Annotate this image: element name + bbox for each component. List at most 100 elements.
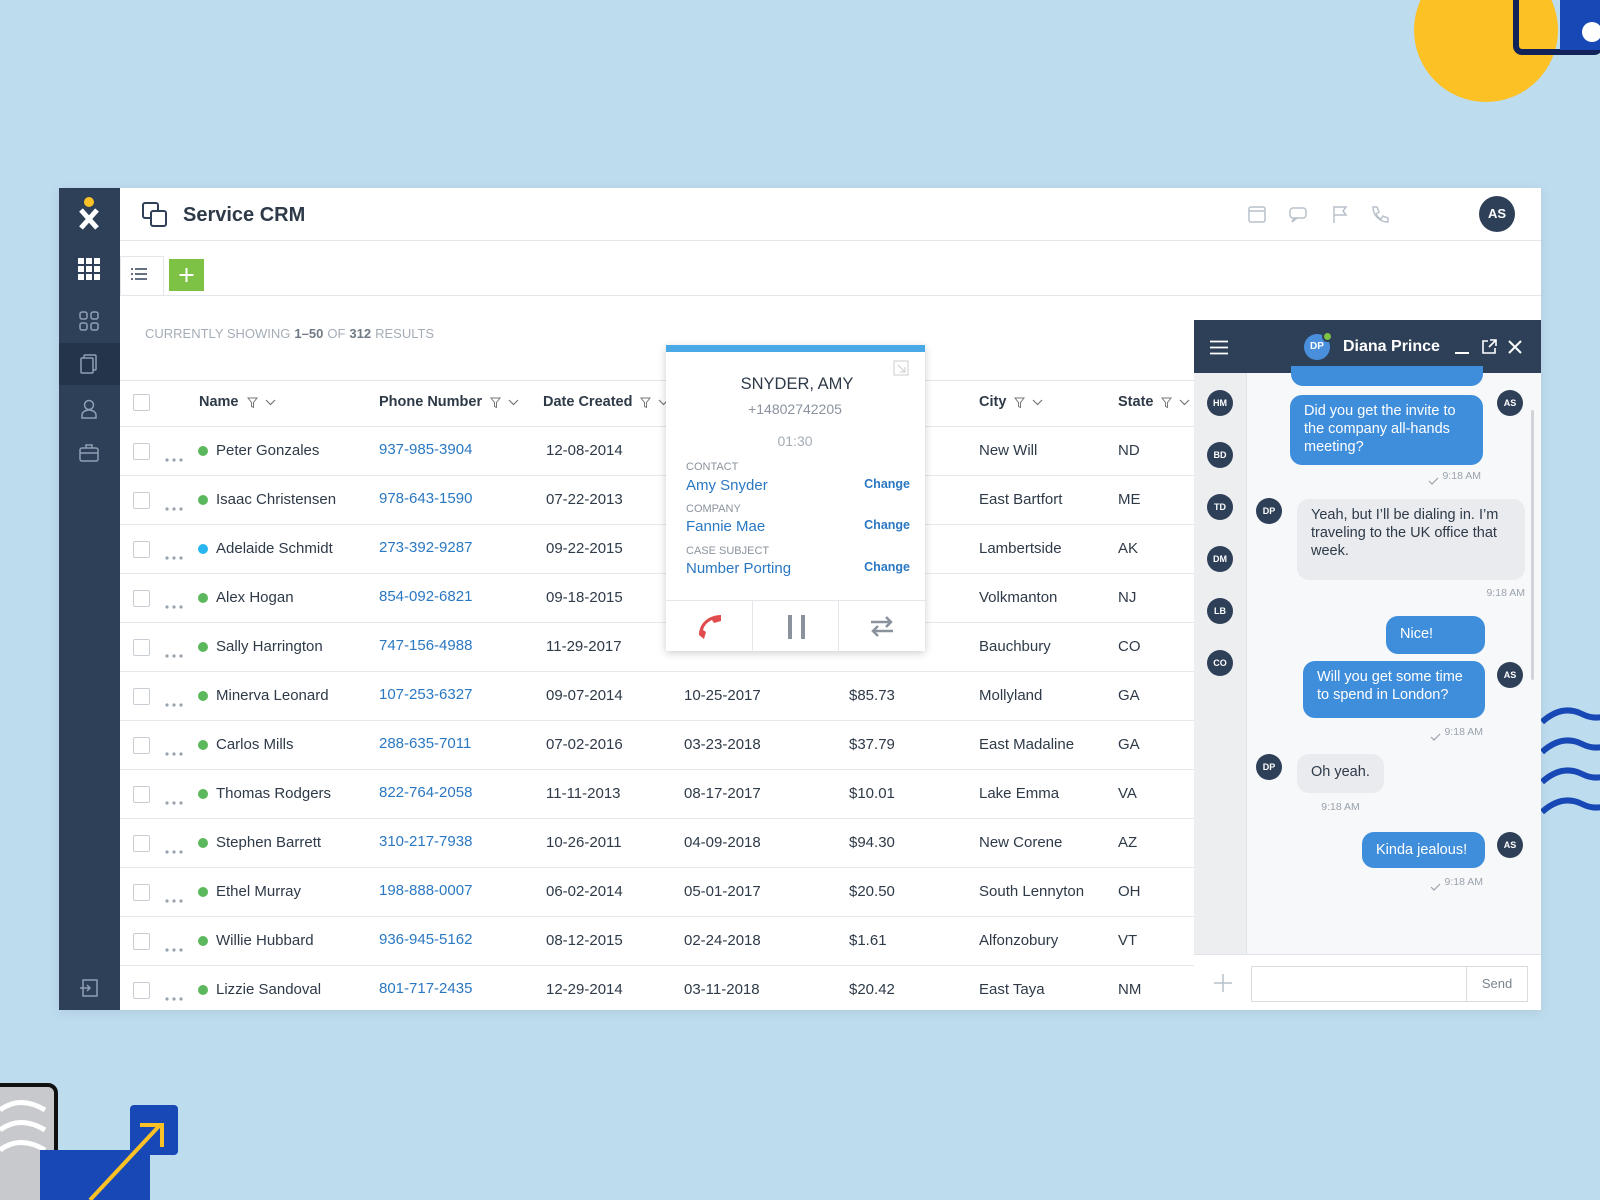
icon-shape [131,268,147,280]
header-icon[interactable] [1247,204,1267,224]
row-divider [120,720,1194,721]
chat-minimize[interactable] [1455,342,1469,354]
chat-avatar[interactable]: HM [1207,390,1233,416]
chat-menu[interactable] [1210,340,1228,355]
hangup-button[interactable] [696,613,724,639]
row-checkbox[interactable] [133,688,150,705]
sidebar-icon[interactable] [79,311,99,331]
chat-input[interactable] [1251,966,1467,1002]
column-filter[interactable] [1161,396,1191,409]
column-header[interactable]: State [1118,394,1154,410]
cell-phone[interactable]: 978-643-1590 [379,490,473,507]
chat-close[interactable] [1508,340,1522,354]
cell-phone[interactable]: 273-392-9287 [379,539,473,556]
icon-shape [84,197,94,207]
row-menu[interactable] [165,743,183,756]
apps-icon[interactable] [78,258,100,280]
sidebar-icon[interactable] [79,354,99,374]
header-icon[interactable] [1288,204,1308,224]
column-filter[interactable] [1014,396,1044,409]
call-field-value[interactable]: Fannie Mae [686,518,766,535]
chat-avatar[interactable]: TD [1207,494,1233,520]
call-field-value[interactable]: Amy Snyder [686,477,768,494]
row-checkbox[interactable] [133,786,150,803]
cell-phone[interactable]: 288-635-7011 [379,735,472,752]
icon-shape [640,397,652,409]
chat-avatar[interactable]: CO [1207,650,1233,676]
row-checkbox[interactable] [133,443,150,460]
cell-state: NM [1118,981,1142,998]
cell-phone[interactable]: 801-717-2435 [379,980,473,997]
icon-shape [1455,352,1469,354]
status-dot [198,985,208,995]
cell-phone[interactable]: 310-217-7938 [379,833,473,850]
row-checkbox[interactable] [133,590,150,607]
call-field-action[interactable]: Change [864,518,910,532]
cell-phone[interactable]: 854-092-6821 [379,588,473,605]
column-header[interactable]: Date Created [543,394,633,410]
chat-attach[interactable] [1214,974,1232,992]
icon-shape [165,654,169,658]
chat-popout[interactable] [1482,339,1497,354]
tab-line [120,295,1541,296]
call-field-action[interactable]: Change [864,477,910,491]
list-icon[interactable] [131,267,147,280]
row-menu[interactable] [165,841,183,854]
row-checkbox[interactable] [133,639,150,656]
cell-phone[interactable]: 937-985-3904 [379,441,473,458]
cell-phone[interactable]: 822-764-2058 [379,784,473,801]
row-checkbox[interactable] [133,737,150,754]
call-field-label: CASE SUBJECT [686,545,770,557]
column-header[interactable]: Phone Number [379,394,483,410]
logout-icon[interactable] [80,979,98,997]
chat-avatar[interactable]: BD [1207,442,1233,468]
row-checkbox[interactable] [133,541,150,558]
cell-state: AZ [1118,834,1138,851]
row-checkbox[interactable] [133,982,150,999]
column-header[interactable]: City [979,394,1007,410]
row-menu[interactable] [165,890,183,903]
select-all-checkbox[interactable] [133,394,150,411]
chat-bubble: Nice! [1386,616,1485,654]
row-menu[interactable] [165,449,183,462]
status-dot [198,838,208,848]
header-icon[interactable] [1369,204,1389,224]
header-icon[interactable] [1330,204,1350,224]
sidebar-icon[interactable] [79,443,99,463]
row-menu[interactable] [165,792,183,805]
row-menu[interactable] [165,547,183,560]
row-menu[interactable] [165,939,183,952]
icon-shape [246,397,258,409]
row-checkbox[interactable] [133,835,150,852]
cell-phone[interactable]: 107-253-6327 [379,686,473,703]
row-checkbox[interactable] [133,933,150,950]
cell-state: GA [1118,736,1140,753]
column-filter[interactable] [490,396,520,409]
row-menu[interactable] [165,596,183,609]
add-tab[interactable] [169,259,204,291]
call-field-action[interactable]: Change [864,560,910,574]
row-menu[interactable] [165,694,183,707]
column-filter[interactable] [246,396,277,409]
chat-avatar[interactable]: DM [1207,546,1233,572]
cell-created: 09-07-2014 [546,687,623,704]
chat-time: 9:18 AM [1321,801,1360,813]
user-avatar[interactable]: AS [1479,196,1515,232]
call-field-value[interactable]: Number Porting [686,560,792,577]
cell-phone[interactable]: 747-156-4988 [379,637,473,654]
popup-expand[interactable] [893,360,909,376]
cell-phone[interactable]: 198-888-0007 [379,882,473,899]
call-number: +14802742205 [748,401,842,417]
column-header[interactable]: Name [199,394,239,410]
transfer-button[interactable] [869,614,895,638]
chat-avatar[interactable]: LB [1207,598,1233,624]
send-button[interactable]: Send [1467,966,1528,1002]
row-checkbox[interactable] [133,884,150,901]
row-menu[interactable] [165,645,183,658]
cell-phone[interactable]: 936-945-5162 [379,931,473,948]
hold-button[interactable] [786,615,808,639]
sidebar-icon[interactable] [79,399,99,419]
row-menu[interactable] [165,988,183,1001]
row-checkbox[interactable] [133,492,150,509]
row-menu[interactable] [165,498,183,511]
